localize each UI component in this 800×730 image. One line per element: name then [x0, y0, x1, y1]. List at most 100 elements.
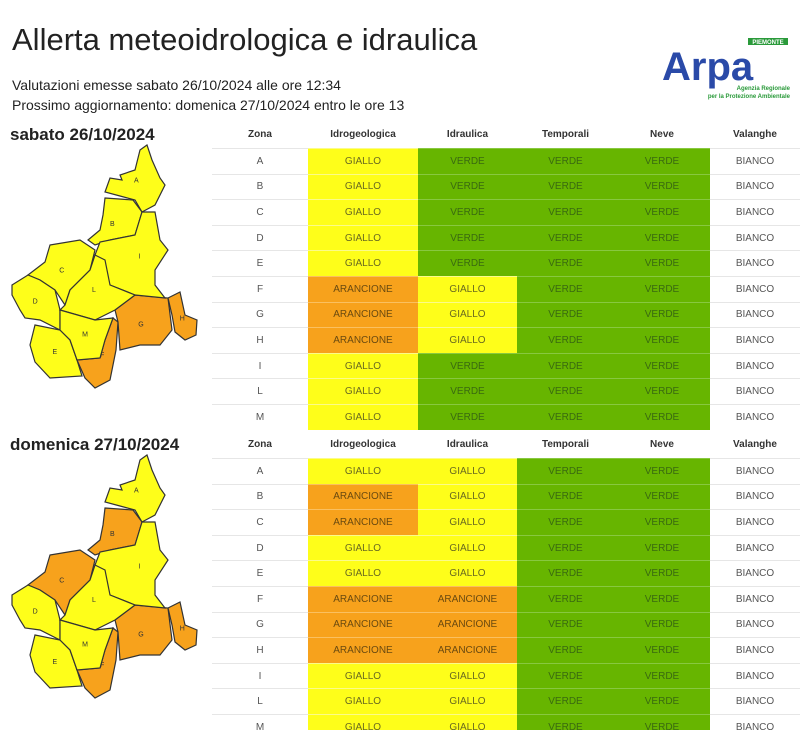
alert-level-cell: ARANCIONE [308, 275, 418, 303]
map-zone-label: L [92, 287, 96, 294]
alert-level-cell: BIANCO [710, 688, 800, 715]
table-row: C GIALLO VERDE VERDE VERDE BIANCO [212, 199, 800, 226]
column-header-zona: Zona [248, 438, 272, 450]
alert-level-cell: VERDE [614, 611, 710, 638]
alert-level-cell: VERDE [614, 148, 710, 175]
table-row: E GIALLO GIALLO VERDE VERDE BIANCO [212, 560, 800, 587]
table-row: A GIALLO VERDE VERDE VERDE BIANCO [212, 148, 800, 175]
map-zone-m[interactable] [59, 309, 114, 361]
map-zone-g[interactable] [114, 294, 173, 351]
map-zone-label: I [139, 564, 141, 571]
zone-cell: B [212, 483, 308, 510]
alert-level-cell: GIALLO [308, 403, 418, 430]
zone-cell: I [212, 352, 308, 379]
alert-level-cell: VERDE [517, 662, 614, 689]
issued-text: Valutazioni emesse sabato 26/10/2024 all… [12, 77, 341, 93]
table-row: A GIALLO GIALLO VERDE VERDE BIANCO [212, 458, 800, 485]
alert-level-cell: VERDE [517, 483, 614, 510]
alert-level-cell: VERDE [614, 585, 710, 613]
table-row: L GIALLO VERDE VERDE VERDE BIANCO [212, 378, 800, 405]
column-header-idraulica: Idraulica [446, 128, 489, 140]
zone-cell: L [212, 378, 308, 405]
alert-level-cell: VERDE [614, 637, 710, 664]
alert-level-cell: ARANCIONE [308, 327, 418, 354]
map-zone-h[interactable] [167, 291, 198, 341]
table-row: D GIALLO GIALLO VERDE VERDE BIANCO [212, 534, 800, 561]
alert-level-cell: BIANCO [710, 224, 800, 251]
alert-level-cell: VERDE [418, 148, 517, 175]
alert-level-cell: BIANCO [710, 148, 800, 175]
alert-level-cell: BIANCO [710, 483, 800, 510]
alert-level-cell: BIANCO [710, 301, 800, 328]
map-zone-m[interactable] [59, 619, 114, 671]
map-zone-a[interactable] [104, 144, 166, 213]
table-row: H ARANCIONE ARANCIONE VERDE VERDE BIANCO [212, 637, 800, 664]
map-zone-label: A [134, 177, 139, 184]
column-header-temporali: Temporali [541, 438, 590, 450]
alert-level-cell: VERDE [614, 509, 710, 536]
alert-level-cell: VERDE [517, 688, 614, 715]
map-zone-label: A [134, 487, 139, 494]
alert-level-cell: BIANCO [710, 378, 800, 405]
alert-level-cell: VERDE [614, 713, 710, 730]
map-zone-g[interactable] [114, 604, 173, 661]
alert-level-cell: ARANCIONE [418, 637, 517, 664]
zone-cell: E [212, 560, 308, 587]
alert-level-cell: BIANCO [710, 403, 800, 430]
page-title: Allerta meteoidrologica e idraulica [12, 22, 478, 57]
column-header-temporali: Temporali [541, 128, 590, 140]
alert-level-cell: VERDE [614, 352, 710, 379]
zone-map: A B C D E F G H I L M [11, 144, 198, 389]
zone-cell: H [212, 637, 308, 664]
alert-level-cell: VERDE [517, 611, 614, 638]
alert-level-cell: GIALLO [308, 199, 418, 226]
zone-cell: H [212, 327, 308, 354]
zone-cell: A [212, 458, 308, 485]
alert-level-cell: VERDE [614, 403, 710, 430]
alert-level-cell: BIANCO [710, 560, 800, 587]
alert-level-cell: VERDE [614, 224, 710, 251]
map-zone-i[interactable] [94, 211, 169, 299]
table-row: G ARANCIONE ARANCIONE VERDE VERDE BIANCO [212, 611, 800, 638]
alert-level-cell: BIANCO [710, 173, 800, 200]
zone-cell: C [212, 509, 308, 536]
zone-cell: C [212, 199, 308, 226]
zone-cell: G [212, 611, 308, 638]
alert-level-cell: VERDE [614, 275, 710, 303]
alert-level-cell: GIALLO [308, 224, 418, 251]
zone-cell: M [212, 403, 308, 430]
alert-level-cell: VERDE [418, 173, 517, 200]
alert-level-cell: GIALLO [418, 275, 517, 303]
alert-level-cell: VERDE [517, 458, 614, 485]
next-update-text: Prossimo aggiornamento: domenica 27/10/2… [12, 97, 405, 113]
map-zone-h[interactable] [167, 601, 198, 651]
alert-level-cell: GIALLO [308, 458, 418, 485]
alert-level-cell: VERDE [614, 378, 710, 405]
alert-level-cell: ARANCIONE [418, 611, 517, 638]
alert-level-cell: VERDE [614, 483, 710, 510]
map-zone-i[interactable] [94, 521, 169, 609]
column-header-idrogeologica: Idrogeologica [330, 128, 396, 140]
map-zone-label: C [59, 578, 64, 585]
svg-text:PIEMONTE: PIEMONTE [752, 40, 783, 46]
svg-text:Agenzia Regionale: Agenzia Regionale [737, 86, 791, 92]
alert-level-cell: VERDE [517, 199, 614, 226]
alert-level-cell: VERDE [614, 662, 710, 689]
alert-level-cell: GIALLO [418, 458, 517, 485]
alert-level-cell: GIALLO [308, 688, 418, 715]
alert-level-cell: ARANCIONE [308, 637, 418, 664]
alert-level-cell: GIALLO [308, 250, 418, 277]
alert-level-cell: GIALLO [418, 713, 517, 730]
zone-cell: G [212, 301, 308, 328]
table-row: F ARANCIONE ARANCIONE VERDE VERDE BIANCO [212, 585, 800, 613]
map-zone-a[interactable] [104, 454, 166, 523]
alert-level-cell: GIALLO [418, 327, 517, 354]
alert-level-cell: BIANCO [710, 637, 800, 664]
alert-level-cell: VERDE [517, 327, 614, 354]
alert-level-cell: GIALLO [308, 662, 418, 689]
column-header-valanghe: Valanghe [733, 128, 777, 140]
alert-level-cell: BIANCO [710, 199, 800, 226]
alert-level-cell: VERDE [517, 378, 614, 405]
zone-cell: I [212, 662, 308, 689]
